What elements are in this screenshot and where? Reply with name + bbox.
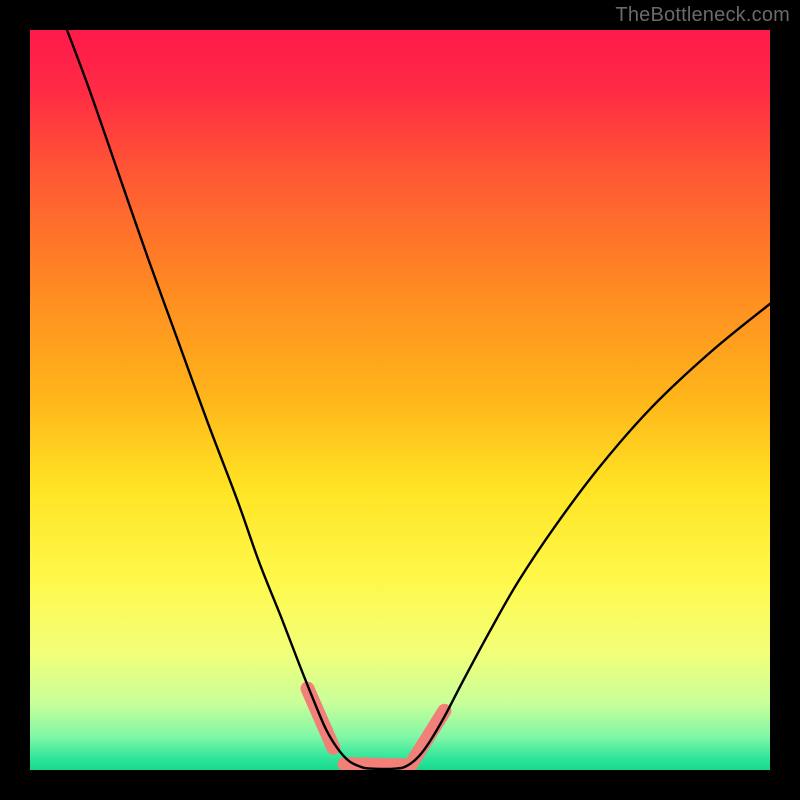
- bottleneck-curve-chart: [0, 0, 800, 800]
- chart-stage: TheBottleneck.com: [0, 0, 800, 800]
